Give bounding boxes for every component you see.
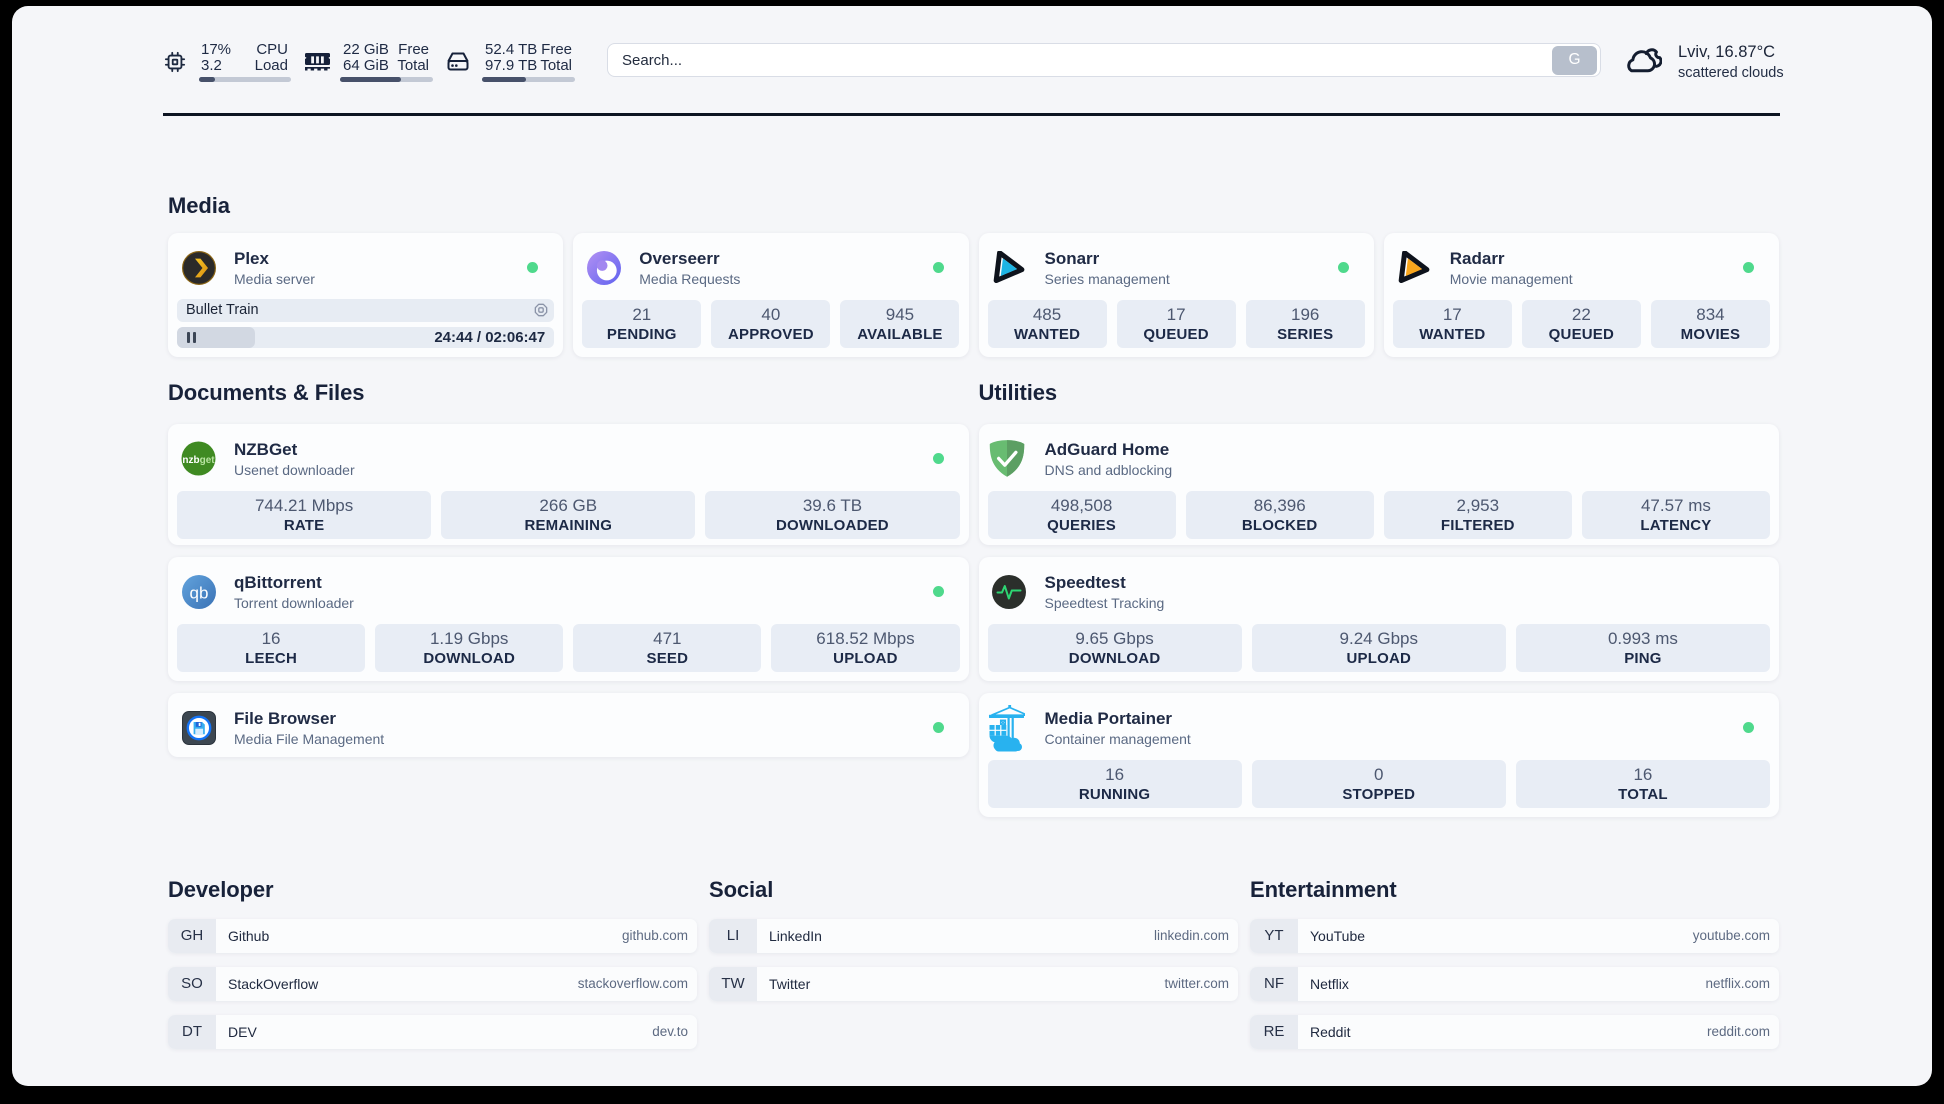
svg-text:qb: qb [189,583,208,602]
svg-text:nzbget: nzbget [182,455,215,466]
